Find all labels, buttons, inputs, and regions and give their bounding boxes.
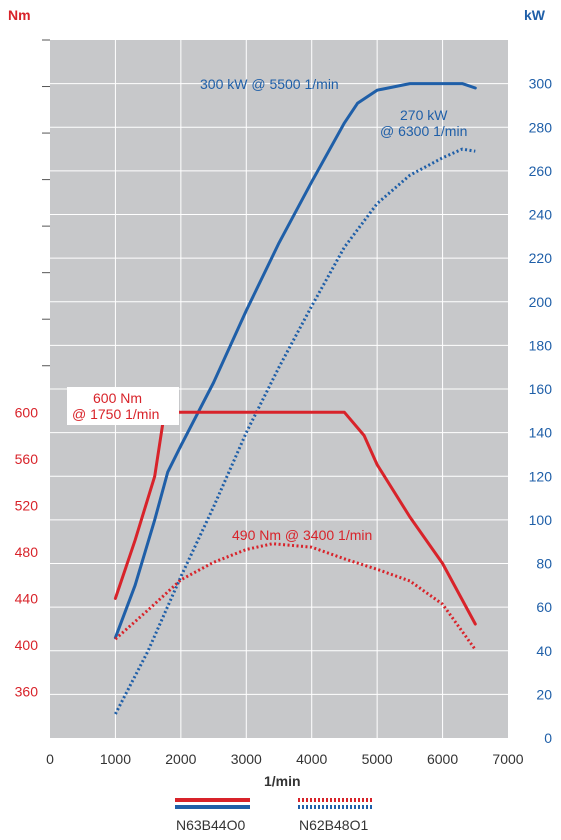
annotation-600nm-line2: @ 1750 1/min [72, 406, 159, 422]
annotation-270kw-line2: @ 6300 1/min [380, 123, 467, 139]
x-axis-tick-label: 0 [46, 751, 54, 767]
left-axis-tick-label: 400 [15, 637, 39, 653]
right-axis-tick-label: 40 [536, 643, 552, 659]
x-axis-tick-label: 2000 [165, 751, 196, 767]
legend-label-solid: N63B44O0 [176, 817, 245, 833]
right-axis-tick-label: 80 [536, 556, 552, 572]
right-axis-tick-label: 180 [529, 337, 553, 353]
left-axis-tick-label: 360 [15, 683, 39, 699]
right-axis-tick-label: 100 [529, 512, 553, 528]
left-axis-tick-label: 600 [15, 404, 39, 420]
right-axis-tick-label: 140 [529, 425, 553, 441]
x-axis-tick-label: 6000 [427, 751, 458, 767]
right-axis-tick-label: 240 [529, 207, 553, 223]
right-axis-tick-label: 200 [529, 294, 553, 310]
right-axis-title: kW [524, 7, 546, 23]
right-axis-tick-label: 220 [529, 250, 553, 266]
series-N62B48O1-torque-dotted [114, 542, 477, 651]
right-axis-tick-label: 260 [529, 163, 553, 179]
x-axis-title: 1/min [264, 773, 301, 789]
legend: N63B44O0 N62B48O1 [175, 798, 372, 833]
right-axis-tick-label: 20 [536, 686, 552, 702]
series-N63B44O0-power-solid [113, 82, 477, 640]
right-axis-tick-label: 300 [529, 76, 553, 92]
x-axis-tick-label: 5000 [362, 751, 393, 767]
left-axis-tick-label: 440 [15, 590, 39, 606]
right-axis-tick-label: 60 [536, 599, 552, 615]
x-axis-tick-label: 7000 [492, 751, 523, 767]
left-axis-tick-label: 480 [15, 544, 39, 560]
annotation-300kw: 300 kW @ 5500 1/min [200, 76, 339, 92]
right-axis-tick-label: 160 [529, 381, 553, 397]
series-N63B44O0-torque-solid [113, 410, 477, 626]
right-axis-tick-label: 0 [544, 730, 552, 746]
annotation-270kw-line1: 270 kW [400, 107, 448, 123]
series-lines [113, 82, 477, 715]
annotation-600nm-line1: 600 Nm [93, 390, 142, 406]
annotation-490nm: 490 Nm @ 3400 1/min [232, 527, 372, 543]
right-axis-tick-label: 280 [529, 119, 553, 135]
right-axis-tick-label: 120 [529, 468, 553, 484]
x-axis-tick-label: 3000 [231, 751, 262, 767]
annotation-600nm-background [67, 387, 179, 425]
x-axis-tick-label: 1000 [100, 751, 131, 767]
left-axis-tick-label: 520 [15, 497, 39, 513]
legend-label-dotted: N62B48O1 [299, 817, 368, 833]
left-axis-tick-label: 560 [15, 451, 39, 467]
x-axis-tick-label: 4000 [296, 751, 327, 767]
ticks: 3604004404805205606000204060801001201401… [15, 39, 553, 767]
left-axis-title: Nm [8, 7, 31, 23]
